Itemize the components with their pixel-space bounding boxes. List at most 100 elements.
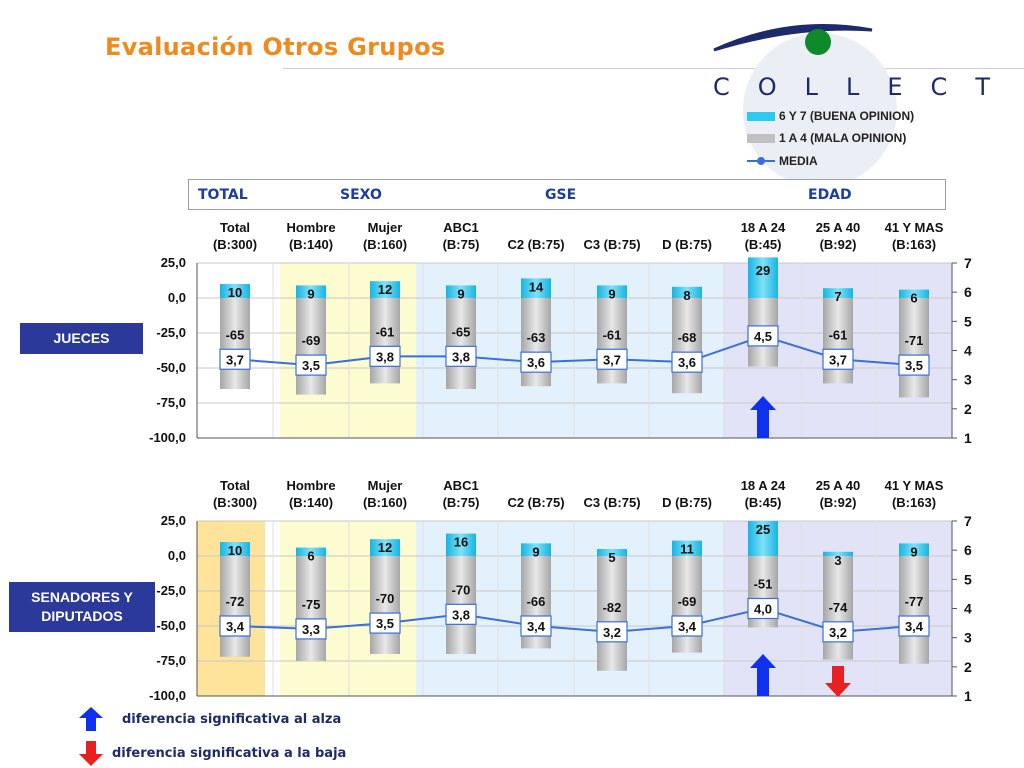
media-value-label: 3,5 — [905, 358, 923, 373]
media-value-label: 3,6 — [527, 355, 545, 370]
good-value-label: 9 — [307, 286, 314, 301]
bad-value-label: -63 — [527, 330, 546, 345]
y-right-tick-label: 7 — [964, 255, 972, 271]
media-value-box — [898, 615, 930, 637]
bar-good — [521, 278, 551, 298]
y-left-tick-label: 25,0 — [161, 255, 186, 270]
y-left-tick-label: -50,0 — [156, 618, 186, 633]
group-edad: EDAD — [808, 187, 852, 203]
bar-bad — [899, 298, 929, 398]
bar-good — [220, 284, 250, 298]
category-label: D (B:75) — [662, 237, 712, 252]
good-value-label: 12 — [378, 282, 392, 297]
bad-value-label: -70 — [376, 591, 395, 606]
bar-good — [597, 285, 627, 298]
good-value-label: 5 — [608, 550, 615, 565]
y-left-tick-label: -100,0 — [149, 688, 186, 703]
category-label: 18 A 24 — [741, 478, 786, 493]
good-value-label: 16 — [454, 535, 468, 550]
bar-good — [220, 542, 250, 556]
chart-senadores: 25,0 0,0 -25,0 -50,0 -75,0 -100,0 7 6 5 4 3 2 1 Total… — [149, 478, 972, 704]
y-left-tick-label: -75,0 — [156, 395, 186, 410]
good-value-label: 9 — [608, 286, 615, 301]
media-value-label: 3,5 — [376, 616, 394, 631]
legend-swatch-bad — [747, 134, 775, 143]
media-value-box — [671, 351, 703, 373]
bad-value-label: -61 — [376, 324, 395, 339]
category-label: 41 Y MAS — [885, 220, 944, 235]
good-value-label: 10 — [228, 285, 242, 300]
page-title: Evaluación Otros Grupos — [105, 33, 446, 61]
media-value-box — [445, 603, 477, 625]
category-label: Hombre — [286, 478, 335, 493]
category-sublabel: (B:300) — [213, 495, 257, 510]
y-right-tick-label: 3 — [964, 372, 972, 388]
bar-bad — [597, 556, 627, 671]
media-value-box — [822, 621, 854, 643]
y-right-tick-label: 3 — [964, 630, 972, 646]
bar-good — [672, 540, 702, 556]
good-value-label: 6 — [910, 291, 917, 306]
media-value-label: 3,4 — [678, 619, 697, 634]
media-value-label: 3,7 — [829, 352, 847, 367]
bar-good — [370, 281, 400, 298]
y-right-tick-label: 7 — [964, 513, 972, 529]
media-value-label: 3,7 — [226, 352, 244, 367]
media-value-box — [520, 351, 552, 373]
good-value-label: 11 — [680, 542, 694, 557]
media-value-box — [596, 348, 628, 370]
bar-good — [446, 533, 476, 556]
good-value-label: 6 — [307, 549, 314, 564]
y-right-tick-label: 6 — [964, 284, 972, 300]
bad-value-label: -70 — [452, 582, 471, 597]
category-sublabel: (B:92) — [820, 495, 857, 510]
category-sublabel: (B:140) — [289, 237, 333, 252]
bad-value-label: -65 — [226, 327, 245, 342]
media-value-label: 3,8 — [452, 349, 470, 364]
row-label-jueces: JUECES — [20, 323, 143, 354]
category-label: Mujer — [368, 220, 403, 235]
significance-up-arrow — [750, 396, 776, 438]
category-label: C2 (B:75) — [507, 495, 564, 510]
category-sublabel: (B:160) — [363, 495, 407, 510]
media-line — [234, 607, 915, 633]
logo-text: COLLECT — [713, 73, 1018, 101]
bar-bad — [296, 298, 326, 395]
category-sublabel: (B:163) — [892, 495, 936, 510]
media-value-box — [671, 615, 703, 637]
media-value-label: 3,8 — [452, 607, 470, 622]
footnote-down: diferencia significativa a la baja — [112, 746, 347, 761]
bar-good — [597, 549, 627, 556]
media-value-box — [822, 348, 854, 370]
media-value-label: 3,2 — [829, 625, 847, 640]
legend-swatch-good — [747, 112, 775, 121]
media-value-label: 3,4 — [226, 619, 245, 634]
category-label: 25 A 40 — [816, 220, 861, 235]
collect-logo — [713, 24, 897, 187]
legend-swatch-media — [747, 157, 775, 165]
group-total: TOTAL — [198, 187, 248, 203]
media-line — [234, 334, 915, 367]
bad-value-label: -82 — [603, 600, 622, 615]
chart-jueces: 25,0 0,0 -25,0 -50,0 -75,0 -100,0 7 6 5 4 3 2 1 Total… — [149, 220, 972, 446]
category-sublabel: (B:45) — [745, 237, 782, 252]
media-value-box — [747, 597, 779, 620]
legend-label-media: MEDIA — [779, 154, 818, 168]
bar-bad — [672, 298, 702, 394]
good-value-label: 29 — [756, 263, 770, 278]
category-label: ABC1 — [443, 478, 478, 493]
category-sublabel: (B:92) — [820, 237, 857, 252]
bad-value-label: -69 — [678, 594, 697, 609]
good-value-label: 10 — [228, 543, 242, 558]
good-value-label: 9 — [532, 544, 539, 559]
y-right-tick-label: 1 — [964, 430, 972, 446]
down-arrow-icon — [79, 741, 103, 766]
media-value-box — [295, 354, 327, 376]
logo-swoosh — [713, 24, 873, 52]
media-value-label: 3,5 — [302, 358, 320, 373]
media-value-box — [520, 615, 552, 637]
media-value-box — [596, 621, 628, 643]
bar-bad — [899, 556, 929, 664]
media-value-box — [747, 325, 779, 347]
bad-value-label: -69 — [302, 333, 321, 348]
